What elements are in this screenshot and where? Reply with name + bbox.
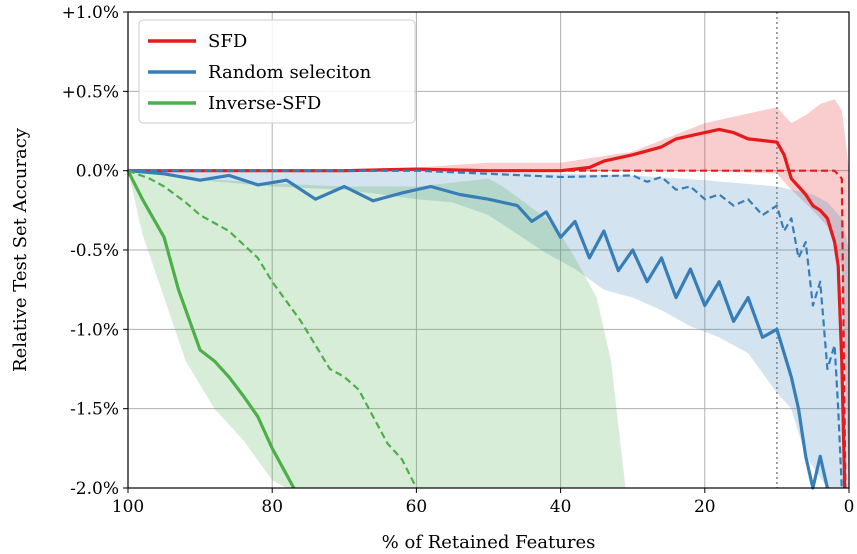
y-axis-label: Relative Test Set Accuracy [10,127,31,372]
y-tick-label: 0.0% [76,162,119,182]
legend-label-random-seleciton: Random seleciton [208,62,372,83]
y-tick-labels: +1.0% +0.5% 0.0% -0.5% -1.0% -1.5% -2.0% [62,3,119,499]
inverse-sfd-mean-line [126,169,296,489]
y-tick-label: -0.5% [70,241,119,261]
random-seleciton-mean-line [127,169,829,490]
x-axis-label: % of Retained Features [382,532,596,553]
sfd-mean-line [128,127,847,489]
x-tick-label: 100 [112,497,144,517]
legend-label-sfd: SFD [208,31,247,52]
y-tick-label: -1.5% [70,400,119,420]
confidence-bands [128,99,849,489]
y-tick-label: -1.0% [70,320,119,340]
random-seleciton-median-line [128,169,843,489]
series-lines [126,127,847,490]
axis-ticks [123,11,850,493]
x-tick-label: 20 [694,497,716,517]
legend-box [138,19,416,124]
legend-label-inverse-sfd: Inverse-SFD [208,93,321,114]
random-seleciton-band [128,170,849,488]
x-tick-labels: 100 80 60 40 20 0 [112,497,855,517]
inverse-sfd-median-line [127,169,418,489]
x-tick-label: 0 [844,497,855,517]
y-tick-label: +1.0% [62,3,119,23]
y-tick-label: -2.0% [70,479,119,499]
y-tick-label: +0.5% [62,82,119,102]
legend: SFD Random seleciton Inverse-SFD [138,19,416,124]
x-tick-label: 60 [406,497,428,517]
x-tick-label: 80 [261,497,283,517]
x-tick-label: 40 [550,497,572,517]
